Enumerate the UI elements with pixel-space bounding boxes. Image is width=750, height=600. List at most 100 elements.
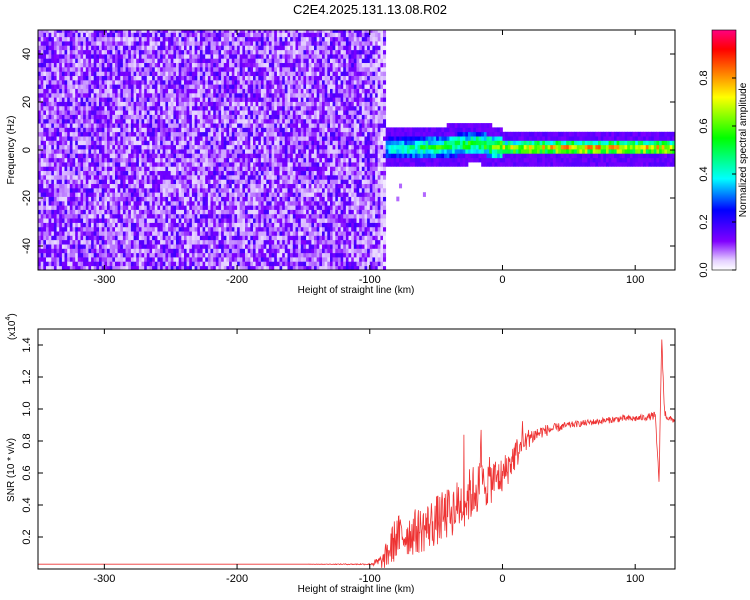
heatmap-cell — [237, 84, 241, 89]
heatmap-cell — [101, 118, 105, 124]
heatmap-cell — [117, 226, 121, 232]
heatmap-cell — [165, 162, 169, 167]
heatmap-cell — [85, 248, 89, 254]
heatmap-cell — [64, 175, 68, 180]
heatmap-cell — [48, 226, 52, 232]
heatmap-cell — [215, 136, 219, 141]
heatmap-cell — [61, 196, 65, 202]
heatmap-cell — [258, 41, 262, 46]
heatmap-cell — [223, 144, 227, 150]
heatmap-cell — [231, 127, 235, 133]
heatmap-cell — [46, 144, 50, 150]
heatmap-cell — [207, 41, 211, 46]
heatmap-cell — [189, 157, 193, 163]
heatmap-cell — [101, 170, 105, 176]
heatmap-cell — [266, 36, 270, 42]
heatmap-cell — [69, 213, 73, 219]
heatmap-cell — [69, 67, 73, 72]
heatmap-cell — [247, 222, 251, 228]
heatmap-cell — [194, 110, 198, 115]
heatmap-cell — [136, 41, 140, 46]
heatmap-cell — [72, 222, 76, 228]
heatmap-cell — [133, 192, 137, 197]
heatmap-cell — [210, 36, 214, 42]
heatmap-cell — [215, 58, 219, 64]
heatmap-cell — [245, 222, 249, 228]
heatmap-cell — [154, 75, 158, 81]
heatmap-cell — [61, 235, 65, 241]
heatmap-cell — [144, 62, 148, 68]
heatmap-cell — [85, 244, 89, 249]
heatmap-cell — [80, 244, 84, 249]
heatmap-cell — [88, 30, 92, 33]
heatmap-cell — [234, 222, 238, 228]
heatmap-cell — [51, 196, 55, 202]
heatmap-cell — [77, 110, 81, 115]
heatmap-cell — [221, 187, 225, 193]
heatmap-cell — [141, 170, 145, 176]
heatmap-cell — [144, 79, 148, 85]
heatmap-cell — [101, 92, 105, 98]
heatmap-cell — [242, 110, 246, 115]
heatmap-cell — [165, 252, 169, 258]
heatmap-cell — [61, 205, 65, 210]
heatmap-cell — [77, 226, 81, 232]
heatmap-cell — [239, 84, 243, 89]
heatmap-cell — [101, 127, 105, 133]
heatmap-cell — [85, 75, 89, 81]
heatmap-cell — [96, 136, 100, 141]
heatmap-cell — [128, 62, 132, 68]
heatmap-cell — [263, 140, 267, 146]
heatmap-cell — [213, 110, 217, 115]
heatmap-cell — [38, 261, 42, 267]
heatmap-cell — [128, 136, 132, 141]
heatmap-cell — [266, 231, 270, 236]
heatmap-cell — [247, 244, 251, 249]
heatmap-cell — [51, 179, 55, 185]
heatmap-cell — [202, 239, 206, 245]
heatmap-cell — [141, 84, 145, 89]
heatmap-cell — [160, 205, 164, 210]
heatmap-cell — [77, 67, 81, 72]
heatmap-cell — [130, 209, 134, 215]
heatmap-cell — [112, 136, 116, 141]
heatmap-cell — [130, 97, 134, 102]
heatmap-cell — [88, 166, 92, 172]
heatmap-cell — [40, 79, 44, 85]
heatmap-cell — [191, 84, 195, 89]
heatmap-cell — [210, 127, 214, 133]
heatmap-cell — [93, 257, 97, 262]
heatmap-cell — [239, 97, 243, 102]
heatmap-cell — [176, 248, 180, 254]
heatmap-cell — [80, 36, 84, 42]
heatmap-cell — [83, 192, 87, 197]
heatmap-cell — [250, 205, 254, 210]
heatmap-cell — [51, 118, 55, 124]
heatmap-cell — [255, 136, 259, 141]
heatmap-cell — [255, 58, 259, 64]
heatmap-cell — [109, 114, 113, 120]
heatmap-cell — [125, 105, 129, 111]
heatmap-cell — [85, 105, 89, 111]
heatmap-cell — [125, 218, 129, 223]
heatmap-cell — [99, 231, 103, 236]
heatmap-cell — [80, 222, 84, 228]
heatmap-cell — [93, 196, 97, 202]
heatmap-cell — [38, 123, 42, 128]
heatmap-cell — [83, 235, 87, 241]
heatmap-cell — [125, 187, 129, 193]
heatmap-cell — [157, 239, 161, 245]
heatmap-cell — [112, 110, 116, 115]
heatmap-cell — [120, 239, 124, 245]
heatmap-cell — [226, 265, 230, 270]
heatmap-cell — [101, 114, 105, 120]
heatmap-cell — [59, 84, 63, 89]
heatmap-cell — [157, 131, 161, 137]
heatmap-cell — [218, 183, 222, 189]
heatmap-cell — [59, 101, 63, 107]
heatmap-cell — [247, 248, 251, 254]
heatmap-cell — [197, 131, 201, 137]
heatmap-cell — [202, 153, 206, 159]
heatmap-cell — [223, 209, 227, 215]
heatmap-cell — [107, 244, 111, 249]
